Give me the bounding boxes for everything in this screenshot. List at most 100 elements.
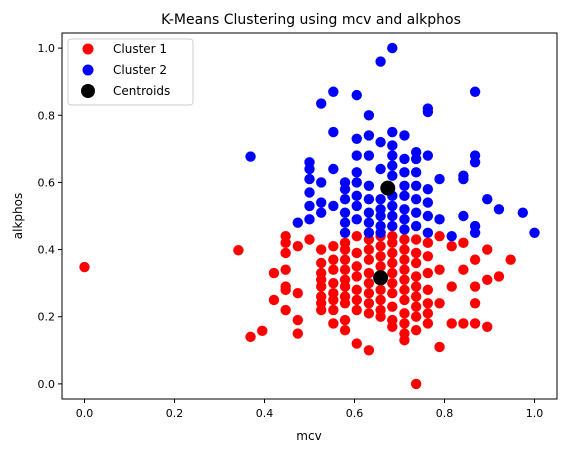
cluster-2-point: [399, 224, 410, 235]
cluster-1-point: [328, 264, 339, 275]
cluster-2-point: [493, 204, 505, 215]
cluster-2-point: [292, 217, 303, 228]
cluster-1-point: [363, 267, 375, 279]
cluster-2-point: [316, 197, 327, 208]
cluster-2-point: [410, 220, 422, 232]
cluster-1-point: [410, 311, 422, 322]
cluster-2-point: [328, 126, 339, 138]
cluster-2-point: [351, 200, 362, 212]
cluster-1-point: [410, 271, 422, 282]
cluster-1-point: [328, 318, 339, 329]
cluster-1-point: [351, 284, 362, 296]
cluster-1-point: [339, 298, 351, 309]
cluster-1-point: [410, 257, 422, 269]
cluster-1-point: [387, 247, 398, 259]
cluster-2-point: [529, 227, 540, 238]
cluster-1-point: [292, 314, 303, 326]
cluster-1-point: [410, 291, 422, 302]
cluster-1-point: [328, 254, 339, 265]
cluster-2-point: [375, 210, 386, 222]
centroid-point: [373, 270, 389, 286]
cluster-2-point: [422, 227, 434, 238]
cluster-1-point: [304, 234, 315, 245]
points-layer: [79, 42, 540, 390]
cluster-1-point: [351, 338, 362, 349]
cluster-2-point: [363, 180, 375, 191]
cluster-1-point: [375, 311, 386, 322]
y-tick-label: 1.0: [38, 42, 56, 55]
cluster-1-point: [375, 294, 386, 306]
x-tick-label: 0.0: [76, 407, 94, 420]
cluster-2-point: [339, 194, 351, 205]
y-tick-label: 0.8: [38, 109, 56, 122]
cluster-1-point: [257, 325, 268, 337]
cluster-1-point: [482, 321, 493, 333]
cluster-1-point: [399, 308, 410, 319]
cluster-2-point: [517, 207, 528, 218]
cluster-2-point: [339, 227, 351, 238]
cluster-1-point: [434, 298, 445, 309]
cluster-1-point: [268, 294, 280, 306]
cluster-1-point: [399, 244, 410, 255]
cluster-1-point: [399, 294, 410, 306]
cluster-1-point: [387, 277, 398, 289]
cluster-1-point: [399, 284, 410, 296]
cluster-1-point: [458, 237, 469, 249]
cluster-2-point: [351, 150, 362, 161]
cluster-1-point: [363, 277, 375, 289]
cluster-1-point: [316, 304, 327, 316]
cluster-2-point: [410, 180, 422, 191]
cluster-2-point: [316, 177, 327, 188]
legend: Cluster 1 Cluster 2 Centroids: [67, 38, 194, 106]
legend-label-cluster-1: Cluster 1: [113, 42, 167, 56]
cluster-1-point: [422, 267, 434, 279]
legend-label-cluster-2: Cluster 2: [113, 63, 167, 77]
x-tick-label: 0.6: [346, 407, 364, 420]
cluster-2-point: [351, 133, 362, 144]
cluster-1-point: [280, 237, 291, 249]
cluster-1-point: [292, 241, 303, 252]
cluster-2-point: [469, 157, 481, 168]
cluster-2-point: [410, 167, 422, 178]
cluster-1-point: [410, 378, 422, 390]
cluster-1-point: [422, 251, 434, 262]
cluster-1-point: [446, 241, 457, 252]
cluster-2-point: [375, 227, 386, 238]
cluster-1-point: [245, 331, 256, 343]
cluster-2-point: [351, 214, 362, 225]
cluster-1-point: [422, 298, 434, 309]
cluster-1-point: [482, 244, 493, 255]
cluster-2-point: [410, 153, 422, 165]
cluster-2-point: [469, 227, 481, 238]
axes-frame: [61, 32, 558, 400]
x-tick-label: 0.8: [436, 407, 454, 420]
cluster-1-point: [375, 251, 386, 262]
cluster-2-point: [375, 136, 386, 148]
cluster-1-point: [328, 241, 339, 252]
cluster-1-point: [387, 301, 398, 312]
cluster-1-point: [493, 271, 505, 282]
cluster-2-point: [387, 210, 398, 222]
cluster-1-point: [482, 274, 493, 285]
x-tick-label: 1.0: [526, 407, 544, 420]
cluster-1-point: [351, 261, 362, 272]
cluster-2-point: [387, 150, 398, 161]
cluster-1-point: [469, 254, 481, 265]
cluster-1-point: [399, 254, 410, 265]
cluster-1-point: [268, 267, 280, 279]
y-axis-label: alkphos: [11, 193, 25, 239]
cluster-1-point: [375, 241, 386, 252]
cluster-2-point: [339, 207, 351, 218]
cluster-2-point: [363, 130, 375, 141]
cluster-1-point: [399, 335, 410, 346]
cluster-2-point: [304, 173, 315, 185]
cluster-1-point: [469, 298, 481, 309]
x-tick-label: 0.4: [256, 407, 274, 420]
y-tick-label: 0.2: [38, 311, 56, 324]
cluster-1-point: [339, 281, 351, 292]
cluster-1-point: [339, 324, 351, 336]
chart-title: K-Means Clustering using mcv and alkphos: [161, 12, 461, 28]
cluster-2-point: [363, 194, 375, 205]
cluster-1-point: [328, 294, 339, 306]
